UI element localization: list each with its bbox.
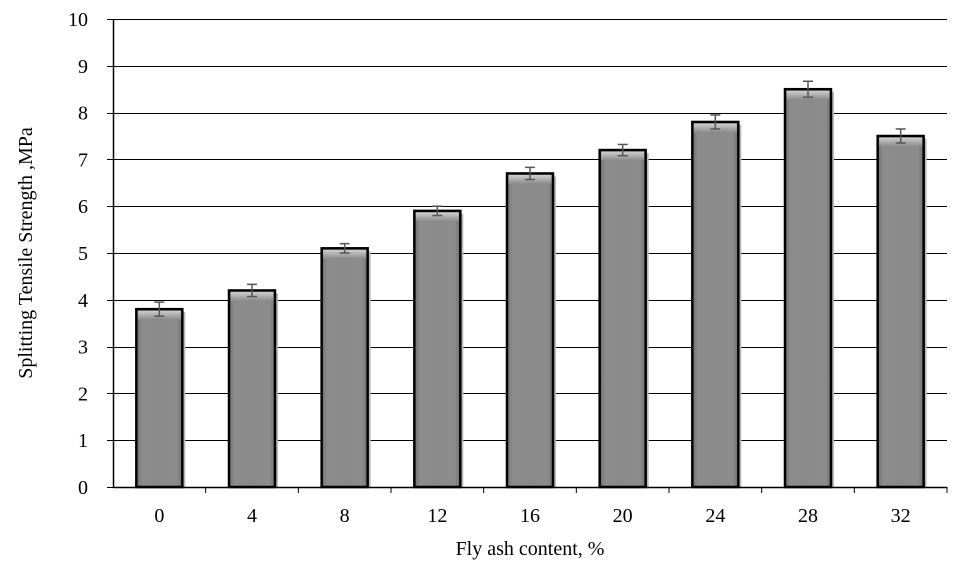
x-tick-label: 0 bbox=[154, 505, 164, 527]
y-tick-label: 7 bbox=[78, 149, 88, 171]
bar bbox=[320, 247, 369, 489]
x-tick-label: 4 bbox=[247, 505, 257, 527]
y-tick-label: 3 bbox=[78, 337, 88, 359]
bar bbox=[876, 134, 925, 489]
bar bbox=[598, 148, 647, 489]
x-axis-title: Fly ash content, % bbox=[456, 538, 605, 560]
x-tick-label: 20 bbox=[613, 505, 633, 527]
y-tick-label: 6 bbox=[78, 196, 88, 218]
y-tick-label: 1 bbox=[78, 430, 88, 452]
y-tick-label: 2 bbox=[78, 383, 88, 405]
bar bbox=[227, 289, 277, 489]
bar-highlight bbox=[323, 249, 367, 259]
bar bbox=[135, 307, 184, 489]
error-bars bbox=[154, 80, 906, 317]
y-tick-labels: 0 1 2 3 4 5 6 7 8 9 10 bbox=[68, 9, 113, 499]
axes bbox=[112, 19, 947, 489]
bar bbox=[783, 87, 833, 489]
bar bbox=[691, 120, 740, 489]
bar bbox=[413, 209, 462, 489]
y-tick-label: 8 bbox=[78, 103, 88, 125]
x-tick-label: 12 bbox=[427, 505, 447, 527]
x-tick-labels: 0 4 8 12 16 20 24 28 32 bbox=[154, 487, 948, 527]
x-tick-label: 24 bbox=[705, 505, 725, 527]
y-tick-label: 4 bbox=[78, 290, 88, 312]
y-tick-label: 9 bbox=[78, 56, 88, 78]
bar-highlight bbox=[415, 212, 459, 222]
y-tick-label: 10 bbox=[68, 9, 88, 31]
x-tick-label: 8 bbox=[340, 505, 350, 527]
x-tick-label: 28 bbox=[798, 505, 818, 527]
y-tick-label: 5 bbox=[78, 243, 88, 265]
y-axis-title: Splitting Tensile Strength ,MPa bbox=[15, 127, 37, 379]
x-tick-label: 16 bbox=[520, 505, 540, 527]
bar bbox=[505, 172, 555, 489]
x-tick-label: 32 bbox=[891, 505, 911, 527]
y-tick-label: 0 bbox=[78, 477, 88, 499]
bar-series bbox=[135, 87, 927, 489]
